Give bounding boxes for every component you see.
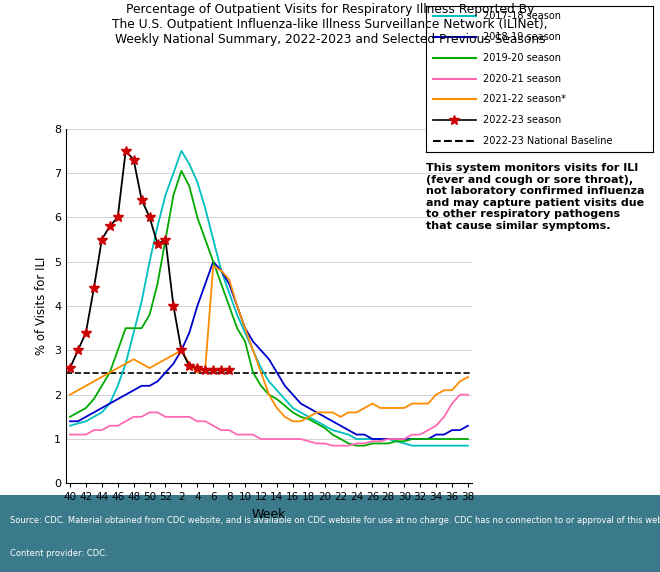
Text: 2022-23 season: 2022-23 season [482, 116, 561, 125]
Text: 2017-18 season: 2017-18 season [482, 11, 560, 21]
Text: 2020-21 season: 2020-21 season [482, 74, 561, 84]
Y-axis label: % of Visits for ILI: % of Visits for ILI [36, 257, 48, 355]
Text: 2018-19 season: 2018-19 season [482, 32, 560, 42]
Text: This system monitors visits for ILI
(fever and cough or sore throat),
not labora: This system monitors visits for ILI (fev… [426, 163, 644, 231]
Text: Content provider: CDC.: Content provider: CDC. [10, 549, 108, 558]
Text: Percentage of Outpatient Visits for Respiratory Illness Reported By
The U.S. Out: Percentage of Outpatient Visits for Resp… [112, 3, 548, 46]
Text: 2021-22 season*: 2021-22 season* [482, 94, 566, 105]
Text: 2019-20 season: 2019-20 season [482, 53, 560, 63]
Text: 2022-23 National Baseline: 2022-23 National Baseline [482, 136, 612, 146]
X-axis label: Week: Week [251, 508, 286, 521]
Text: Source: CDC. Material obtained from CDC website, and is available on CDC website: Source: CDC. Material obtained from CDC … [10, 517, 660, 526]
